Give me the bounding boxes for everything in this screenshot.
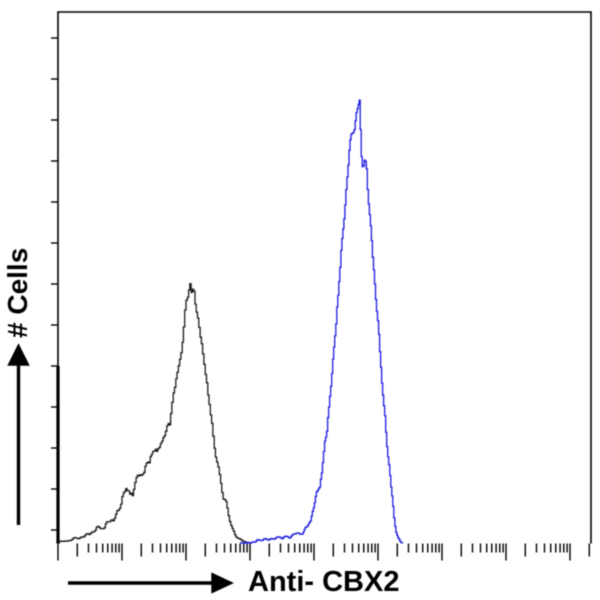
svg-text:Anti- CBX2: Anti- CBX2	[248, 566, 399, 598]
svg-text:# Cells: # Cells	[2, 248, 33, 338]
